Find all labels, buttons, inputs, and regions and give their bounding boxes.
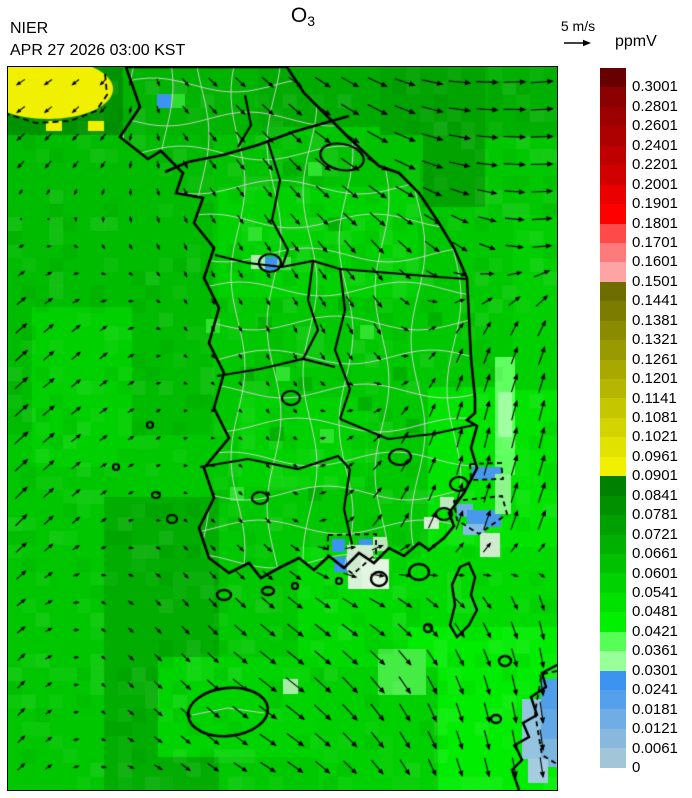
colorbar-segment [600, 651, 626, 671]
colorbar-tick-label: 0.1261 [632, 350, 678, 368]
colorbar-segment [600, 534, 626, 554]
wind-reference-arrow-icon [560, 36, 596, 54]
colorbar-segment [600, 281, 626, 302]
colorbar-tick-label: 0.0901 [632, 467, 678, 485]
colorbar-tick-label: 0.0481 [632, 603, 678, 621]
colorbar-tick-label: 0.0841 [632, 486, 678, 504]
colorbar-segment [600, 106, 626, 127]
colorbar-tick-label: 0.2601 [632, 117, 678, 135]
datetime-label: APR 27 2026 03:00 KST [10, 42, 186, 59]
colorbar-tick-label: 0.2801 [632, 97, 678, 115]
colorbar-tick-label: 0.0421 [632, 622, 678, 640]
colorbar-segment [600, 456, 626, 477]
colorbar-segment [600, 68, 626, 88]
title-subscript: 3 [307, 13, 316, 29]
colorbar-tick-label: 0.1601 [632, 253, 678, 271]
colorbar-tick-label: 0.1201 [632, 370, 678, 388]
colorbar-segment [600, 204, 626, 224]
colorbar [600, 68, 626, 768]
colorbar-segment [600, 515, 626, 535]
colorbar-segment [600, 242, 626, 263]
colorbar-tick-label: 0.0661 [632, 545, 678, 563]
colorbar-tick-label: 0.1321 [632, 331, 678, 349]
title-species: O [290, 4, 308, 27]
colorbar-segment [600, 223, 626, 243]
colorbar-segment [600, 476, 626, 496]
colorbar-tick-label: 0.1381 [632, 311, 678, 329]
colorbar-tick-label: 0.0781 [632, 506, 678, 524]
colorbar-tick-label: 0.1441 [632, 292, 678, 310]
colorbar-segment [600, 573, 626, 593]
colorbar-tick-label: 0.0301 [632, 661, 678, 679]
colorbar-segment [600, 145, 626, 166]
colorbar-tick-label: 0.0241 [632, 681, 678, 699]
colorbar-tick-label: 0.0361 [632, 642, 678, 660]
colorbar-tick-label: 0 [632, 759, 641, 776]
page-title: O3 [0, 4, 606, 29]
colorbar-segment [600, 748, 626, 768]
colorbar-tick-label: 0.2001 [632, 175, 678, 193]
nier-label: NIER [10, 20, 49, 37]
colorbar-segment [600, 709, 626, 729]
colorbar-tick-label: 0.0721 [632, 525, 678, 543]
colorbar-segment [600, 301, 626, 321]
colorbar-segment [600, 592, 626, 613]
colorbar-tick-label: 0.1081 [632, 409, 678, 426]
colorbar-segment [600, 320, 626, 341]
colorbar-tick-label: 0.0601 [632, 564, 678, 582]
colorbar-segment [600, 495, 626, 516]
colorbar-segment [600, 165, 626, 185]
concentration-map-canvas [7, 66, 558, 791]
colorbar-tick-label: 0.0061 [632, 739, 678, 757]
colorbar-segment [600, 437, 626, 457]
colorbar-tick-label: 0.2401 [632, 136, 678, 154]
colorbar-tick-label: 0.2201 [632, 156, 678, 174]
colorbar-unit-label: ppmV [615, 33, 657, 50]
colorbar-segment [600, 417, 626, 438]
colorbar-tick-label: 0.1701 [632, 234, 678, 251]
colorbar-segment [600, 553, 626, 574]
colorbar-segment [600, 126, 626, 146]
colorbar-segment [600, 184, 626, 205]
colorbar-segment [600, 612, 626, 632]
colorbar-tick-label: 0.0181 [632, 700, 678, 718]
colorbar-tick-label: 0.0961 [632, 447, 678, 465]
colorbar-tick-label: 0.1901 [632, 195, 678, 213]
colorbar-tick-label: 0.1501 [632, 272, 678, 290]
colorbar-segment [600, 398, 626, 418]
colorbar-labels: 0.3001 0.2801 0.2601 0.2401 0.2201 0.2001 0.19… [632, 68, 690, 784]
colorbar-segment [600, 631, 626, 652]
colorbar-segment [600, 690, 626, 710]
colorbar-tick-label: 0.1021 [632, 428, 678, 446]
colorbar-segment [600, 262, 626, 282]
colorbar-segment [600, 340, 626, 360]
colorbar-segment [600, 379, 626, 399]
colorbar-tick-label: 0.1801 [632, 214, 678, 232]
colorbar-segment [600, 670, 626, 690]
colorbar-tick-label: 0.0121 [632, 720, 678, 738]
colorbar-tick-label: 0.3001 [632, 78, 678, 96]
colorbar-segment [600, 728, 626, 749]
wind-reference-label: 5 m/s [560, 18, 596, 34]
colorbar-tick-label: 0.0541 [632, 584, 678, 601]
colorbar-segment [600, 359, 626, 379]
colorbar-segment [600, 87, 626, 107]
colorbar-tick-label: 0.1141 [632, 389, 677, 407]
